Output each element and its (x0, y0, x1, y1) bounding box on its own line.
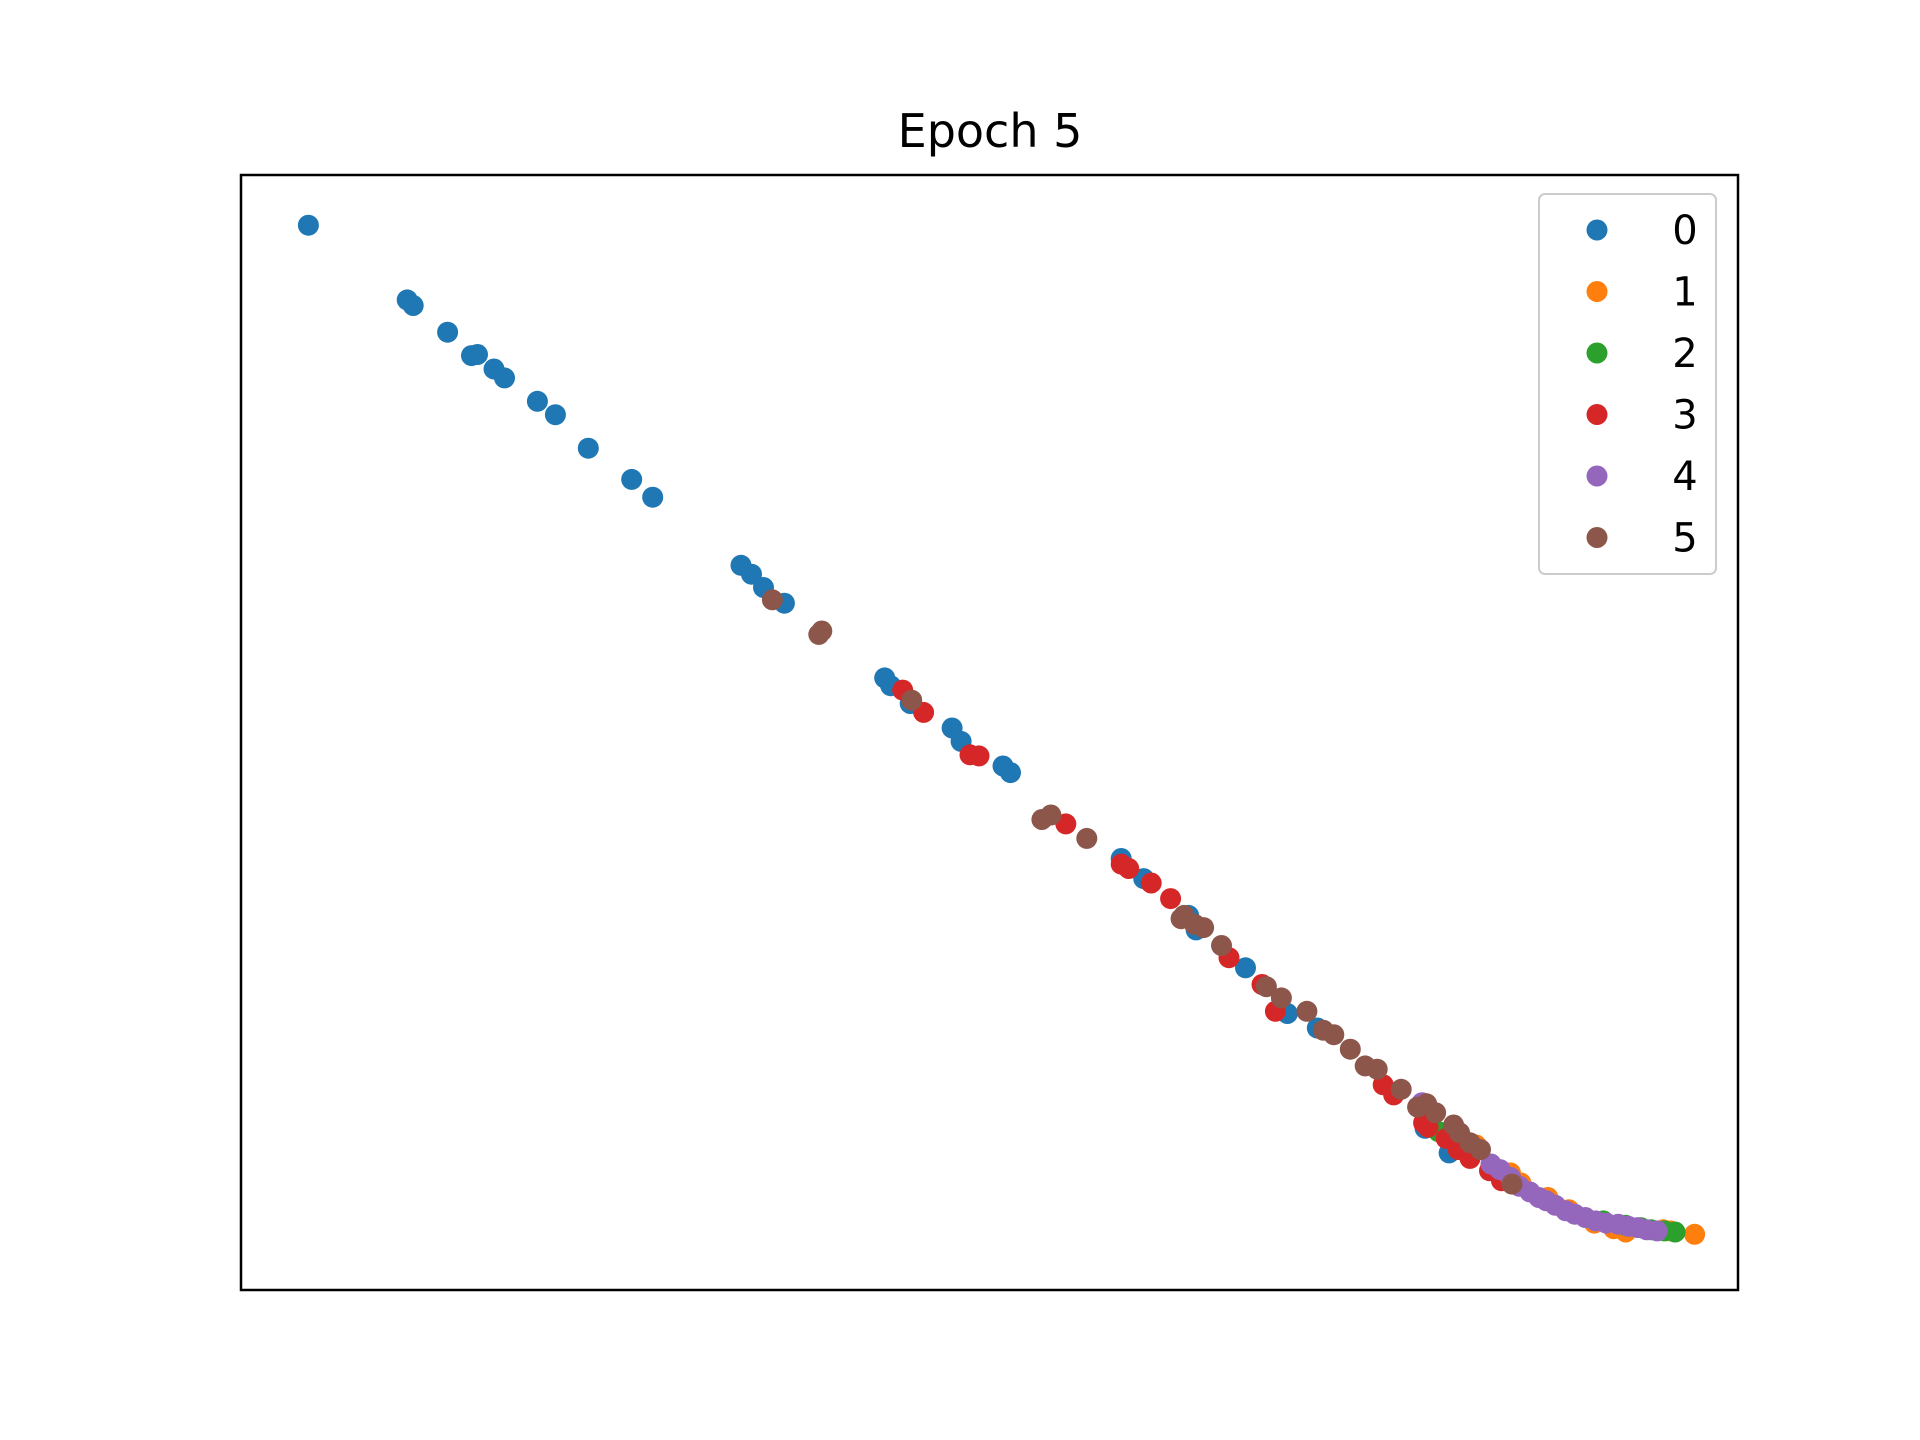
legend: 0 1 2 3 4 5 (1538, 193, 1717, 575)
point-series-5-14 (1296, 1000, 1318, 1022)
point-series-5-5 (1040, 804, 1062, 826)
point-series-5-20 (1390, 1078, 1412, 1100)
point-series-0-5 (467, 344, 488, 365)
point-series-0-2 (402, 295, 424, 316)
point-series-5-6 (1076, 827, 1098, 849)
plot-frame (239, 173, 1740, 1292)
series-5 (761, 589, 1523, 1195)
point-series-0-9 (544, 404, 566, 426)
point-series-5-23 (1425, 1102, 1447, 1124)
point-series-5-10 (1193, 917, 1215, 939)
point-series-5-0 (761, 589, 783, 611)
legend-marker-5 (1586, 527, 1608, 548)
point-series-5-16 (1323, 1024, 1345, 1046)
point-series-0-11 (621, 468, 643, 490)
point-series-5-19 (1366, 1058, 1388, 1080)
point-series-0-12 (642, 486, 664, 508)
point-series-5-27 (1470, 1139, 1491, 1160)
point-series-3-7 (1140, 872, 1162, 894)
legend-marker-4 (1586, 465, 1608, 487)
point-series-0-14 (741, 563, 762, 585)
chart-title: Epoch 5 (898, 104, 1083, 158)
point-series-0-10 (577, 437, 599, 459)
point-series-5-17 (1339, 1038, 1361, 1060)
legend-label-2: 2 (1672, 331, 1697, 377)
point-series-2-8 (1664, 1221, 1686, 1243)
point-series-0-8 (526, 390, 548, 412)
point-series-4-18 (1646, 1220, 1668, 1242)
point-series-5-28 (1501, 1173, 1523, 1195)
point-series-3-6 (1118, 858, 1140, 879)
legend-box (1538, 193, 1717, 575)
point-series-5-12 (1255, 976, 1277, 998)
point-series-3-3 (968, 745, 990, 767)
legend-label-3: 3 (1672, 393, 1697, 439)
legend-label-1: 1 (1672, 270, 1697, 316)
legend-marker-0 (1586, 219, 1608, 241)
legend-label-4: 4 (1672, 454, 1697, 500)
legend-label-0: 0 (1672, 208, 1697, 254)
point-series-3-8 (1160, 888, 1182, 910)
point-series-0-23 (1000, 762, 1021, 784)
point-series-5-13 (1270, 987, 1292, 1009)
point-series-0-28 (1235, 957, 1256, 979)
legend-marker-2 (1586, 342, 1608, 364)
legend-marker-3 (1586, 404, 1608, 425)
point-series-0-7 (494, 367, 515, 389)
legend-marker-1 (1586, 281, 1608, 302)
point-series-5-11 (1211, 935, 1232, 956)
point-series-1-10 (1684, 1223, 1706, 1245)
data-points (297, 214, 1706, 1245)
point-series-5-2 (811, 620, 833, 642)
point-series-0-3 (437, 321, 459, 343)
point-series-5-3 (901, 689, 923, 711)
legend-label-5: 5 (1672, 516, 1697, 562)
point-series-0-0 (297, 214, 319, 236)
